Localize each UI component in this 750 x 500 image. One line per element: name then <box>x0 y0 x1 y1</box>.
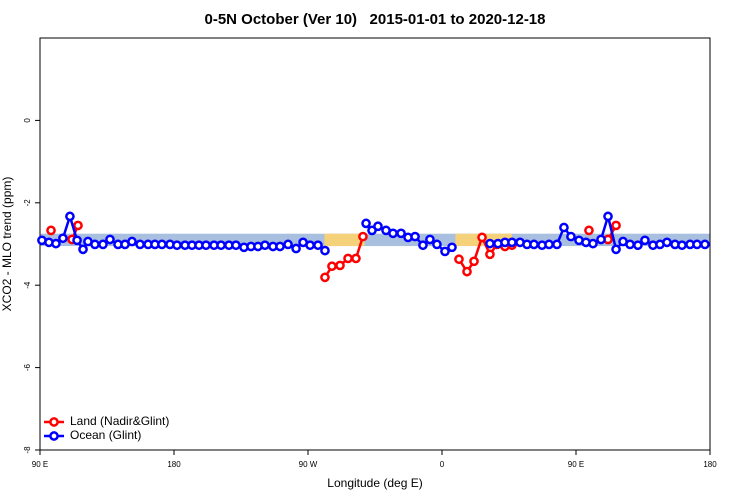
data-point <box>700 239 710 250</box>
data-point <box>388 228 398 239</box>
data-point <box>157 239 167 250</box>
data-point <box>73 220 83 231</box>
data-point <box>72 235 82 246</box>
data-point <box>373 221 383 232</box>
data-point <box>596 234 606 245</box>
data-point <box>172 240 182 251</box>
data-point <box>425 234 435 245</box>
data-point <box>559 222 569 233</box>
x-tick-label: 90 W <box>299 460 318 469</box>
data-point <box>462 266 472 277</box>
data-point <box>677 240 687 251</box>
data-point <box>603 211 613 222</box>
data-point <box>566 231 576 242</box>
y-tick-label: -8 <box>23 446 32 454</box>
data-point <box>611 244 621 255</box>
data-point <box>432 239 442 250</box>
data-point <box>216 240 226 251</box>
legend-marker <box>49 417 59 427</box>
data-point <box>283 239 293 250</box>
data-point <box>529 239 539 250</box>
data-point <box>633 240 643 251</box>
data-point <box>396 228 406 239</box>
chart-title: 0-5N October (Ver 10) 2015-01-01 to 2020… <box>204 11 545 28</box>
y-tick-label: -6 <box>23 363 32 371</box>
data-point <box>507 237 517 248</box>
data-point <box>611 220 621 231</box>
data-point <box>584 225 594 236</box>
data-point <box>305 240 315 251</box>
legend-marker <box>49 431 59 441</box>
data-point <box>418 240 428 251</box>
data-point <box>275 241 285 252</box>
data-point <box>320 245 330 256</box>
y-tick-label: -4 <box>23 281 32 289</box>
data-point <box>335 260 345 271</box>
data-point <box>327 261 337 272</box>
data-point <box>135 239 145 250</box>
data-point <box>320 272 330 283</box>
data-point <box>410 231 420 242</box>
legend-label: Ocean (Glint) <box>70 428 141 442</box>
data-point <box>485 249 495 260</box>
data-point <box>662 237 672 248</box>
data-point <box>552 239 562 250</box>
data-point <box>692 239 702 250</box>
data-point <box>90 239 100 250</box>
data-point <box>358 231 368 242</box>
data-point <box>313 240 323 251</box>
data-point <box>485 238 495 249</box>
data-point <box>291 243 301 254</box>
x-tick-label: 90 E <box>568 460 584 469</box>
data-point <box>343 253 353 264</box>
x-axis-label: Longitude (deg E) <box>327 476 422 490</box>
y-tick-label: 0 <box>23 118 32 123</box>
data-point <box>640 235 650 246</box>
data-point <box>351 253 361 264</box>
data-point <box>588 238 598 249</box>
data-point <box>361 218 371 229</box>
data-point <box>78 244 88 255</box>
x-tick-label: 180 <box>703 460 717 469</box>
x-tick-label: 90 E <box>32 460 48 469</box>
y-axis-label: XCO2 - MLO trend (ppm) <box>0 177 14 312</box>
legend-label: Land (Nadir&Glint) <box>70 414 169 428</box>
data-point <box>447 242 457 253</box>
data-point <box>454 254 464 265</box>
x-tick-label: 180 <box>167 460 181 469</box>
data-point <box>65 211 75 222</box>
land-band <box>324 233 365 247</box>
data-point <box>469 256 479 267</box>
data-point <box>98 239 108 250</box>
data-point <box>51 238 61 249</box>
data-point <box>231 240 241 251</box>
data-point <box>477 232 487 243</box>
data-point <box>201 240 211 251</box>
data-point <box>58 233 68 244</box>
data-point <box>127 236 137 247</box>
data-point <box>440 246 450 257</box>
data-point <box>544 239 554 250</box>
data-point <box>105 234 115 245</box>
y-tick-label: -2 <box>23 199 32 207</box>
data-point <box>625 239 635 250</box>
x-tick-label: 0 <box>440 460 445 469</box>
data-point <box>260 240 270 251</box>
data-point <box>46 225 56 236</box>
